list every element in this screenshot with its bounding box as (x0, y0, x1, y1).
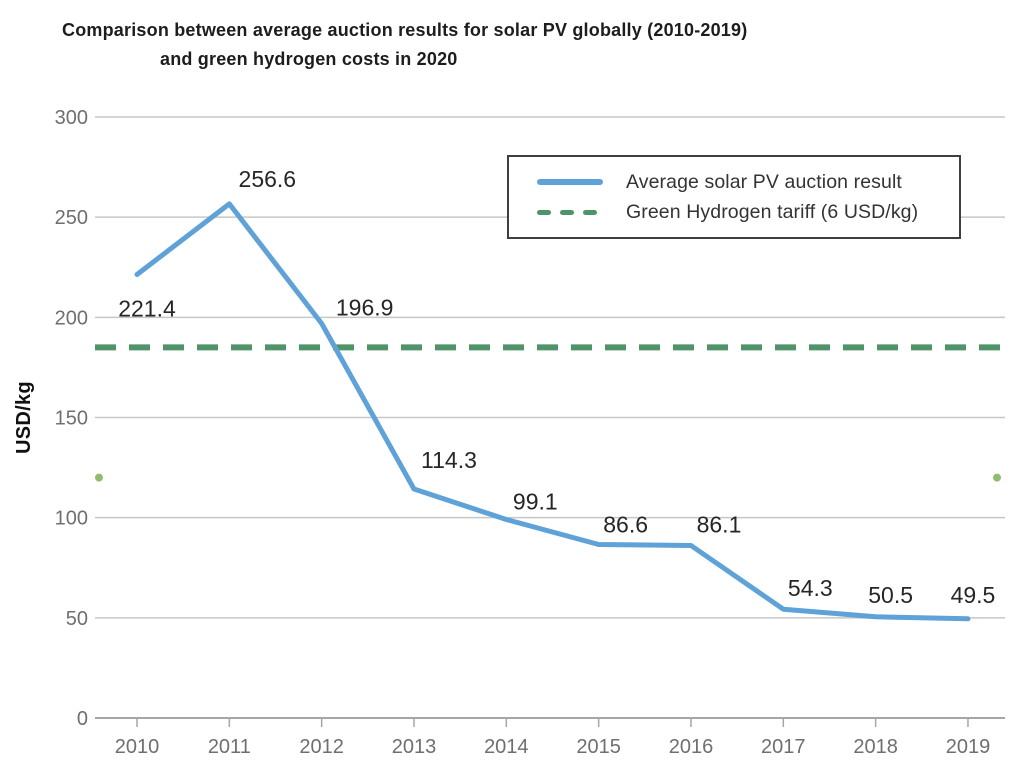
green-edge-dot-right (993, 473, 1001, 482)
data-label: 196.9 (336, 295, 394, 321)
legend-label-solar-pv: Average solar PV auction result (626, 170, 902, 193)
legend: Average solar PV auction result Green Hy… (507, 155, 961, 239)
x-tick-label: 2017 (761, 736, 806, 758)
data-label: 114.3 (421, 447, 477, 473)
green-dash-swatch (560, 209, 574, 215)
data-label: 256.6 (239, 166, 297, 192)
solar-pv-line (134, 201, 971, 622)
x-tick-label: 2014 (484, 736, 529, 758)
x-tick-label: 2018 (853, 736, 898, 758)
y-tick-label: 100 (55, 508, 88, 530)
blue-line-swatch (537, 179, 603, 185)
y-tick-label: 250 (55, 207, 88, 229)
y-tick-label: 300 (55, 107, 88, 129)
green-dash-swatch (583, 209, 597, 215)
x-tick-label: 2011 (208, 736, 251, 758)
solid-line-sample-icon (537, 179, 603, 185)
chart-title-line2: and green hydrogen costs in 2020 (160, 49, 458, 69)
data-label: 221.4 (118, 295, 176, 321)
x-tick-label: 2013 (392, 736, 437, 758)
y-tick-label: 0 (77, 708, 88, 730)
data-label: 50.5 (868, 582, 913, 608)
legend-label-hydrogen: Green Hydrogen tariff (6 USD/kg) (626, 200, 919, 223)
green-edge-dot-left (95, 473, 103, 482)
data-label: 86.1 (697, 512, 742, 538)
x-tick-label: 2010 (115, 736, 160, 758)
x-tick-label: 2015 (576, 736, 621, 758)
data-label: 86.6 (603, 512, 648, 538)
green-dash-swatch (537, 209, 551, 215)
legend-item-hydrogen: Green Hydrogen tariff (6 USD/kg) (537, 201, 959, 224)
x-tick-label: 2016 (669, 736, 714, 758)
x-tick-label: 2019 (946, 736, 991, 758)
y-tick-label: 200 (55, 307, 88, 329)
y-tick-label: 150 (55, 408, 88, 430)
dashed-line-sample-icon (537, 209, 603, 215)
data-label: 49.5 (951, 582, 996, 608)
legend-item-solar-pv: Average solar PV auction result (537, 171, 959, 194)
data-label: 99.1 (513, 488, 558, 514)
data-label: 54.3 (788, 575, 833, 601)
x-tick-label: 2012 (299, 736, 344, 758)
y-axis-title: USD/kg (13, 381, 35, 454)
y-tick-label: 50 (66, 608, 88, 630)
chart-title-line1: Comparison between average auction resul… (62, 20, 748, 40)
chart-title: Comparison between average auction resul… (62, 16, 747, 74)
